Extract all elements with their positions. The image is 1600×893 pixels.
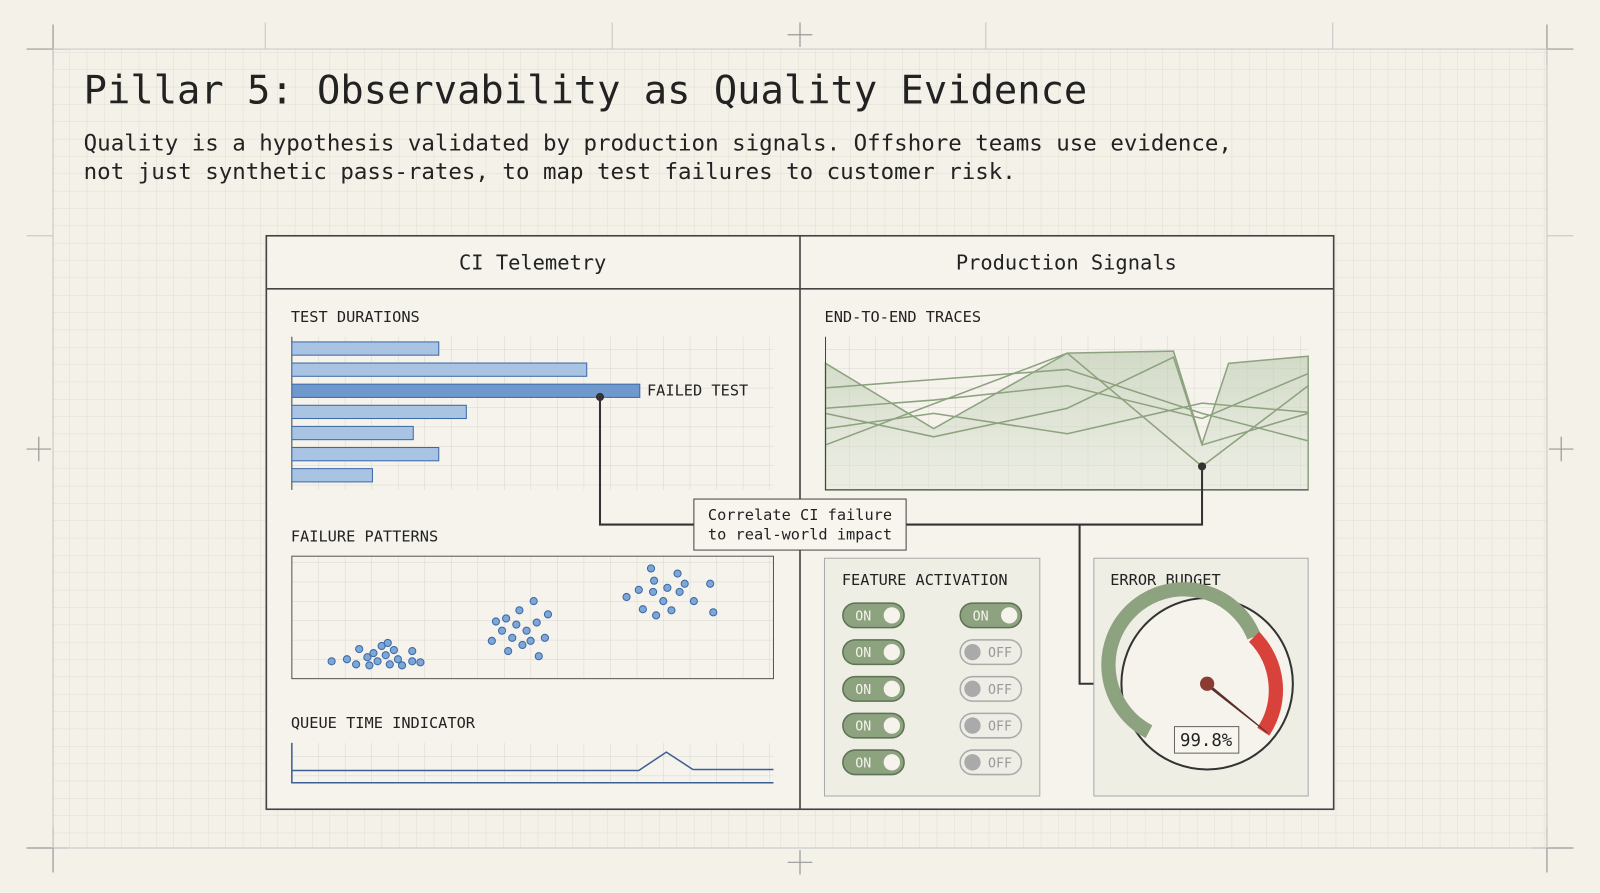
section-label: QUEUE TIME INDICATOR (291, 714, 476, 732)
subtitle: not just synthetic pass-rates, to map te… (84, 159, 1016, 185)
toggle-knob (964, 717, 981, 734)
toggle-knob (964, 680, 981, 698)
bar (291, 468, 373, 483)
toggle-label: ON (855, 756, 871, 771)
bar (291, 362, 588, 377)
gauge-reading: 99.8% (1180, 731, 1233, 751)
traces (824, 350, 1309, 491)
needle-hub (1200, 676, 1215, 691)
section-label: FEATURE ACTIVATION (842, 571, 1008, 589)
toggle-label: ON (855, 683, 871, 698)
toggle-label: ON (855, 720, 871, 735)
toggle-label: OFF (988, 756, 1012, 771)
bar (291, 425, 414, 441)
failed-label: FAILED TEST (647, 381, 748, 399)
reading-box (1173, 726, 1240, 754)
scatter-points (327, 564, 718, 670)
callout-text: Correlate CI failure (708, 506, 892, 524)
toggle-label: ON (855, 609, 871, 624)
dot (1197, 462, 1207, 471)
toggle-knob (883, 643, 900, 661)
toggle-label: ON (973, 609, 989, 624)
toggle-knob (1001, 607, 1018, 624)
title: Pillar 5: Observability as Quality Evide… (84, 68, 1088, 113)
subtitle: Quality is a hypothesis validated by pro… (84, 130, 1232, 156)
panel-title: CI Telemetry (459, 250, 606, 274)
toggle-label: OFF (988, 720, 1012, 735)
callout-box (693, 498, 907, 551)
queue-line (291, 742, 774, 784)
bar (291, 447, 440, 462)
bar (291, 383, 641, 398)
toggle-label: OFF (988, 683, 1012, 698)
callout-text: to real-world impact (708, 525, 892, 543)
toggle-knob (883, 754, 900, 771)
dot (595, 392, 605, 402)
axis (825, 336, 1309, 491)
toggle-label: ON (855, 646, 871, 661)
toggle-knob (964, 754, 981, 771)
queue-grid (291, 742, 774, 783)
gauge-arc-red (1248, 631, 1283, 736)
toggle-knob (883, 607, 900, 624)
bar (291, 404, 467, 420)
toggle-knob (964, 643, 981, 661)
panel-title: Production Signals (956, 250, 1177, 274)
crosshairs (26, 22, 1574, 875)
section-label: TEST DURATIONS (291, 308, 420, 326)
bar (291, 341, 440, 356)
section-label: END-TO-END TRACES (824, 308, 981, 326)
toggle-knob (883, 717, 900, 734)
scatter-grid (291, 555, 774, 680)
toggle-knob (883, 680, 900, 698)
gauge-arc (1101, 582, 1261, 739)
toggle-label: OFF (988, 646, 1012, 661)
section-label: FAILURE PATTERNS (291, 527, 438, 545)
